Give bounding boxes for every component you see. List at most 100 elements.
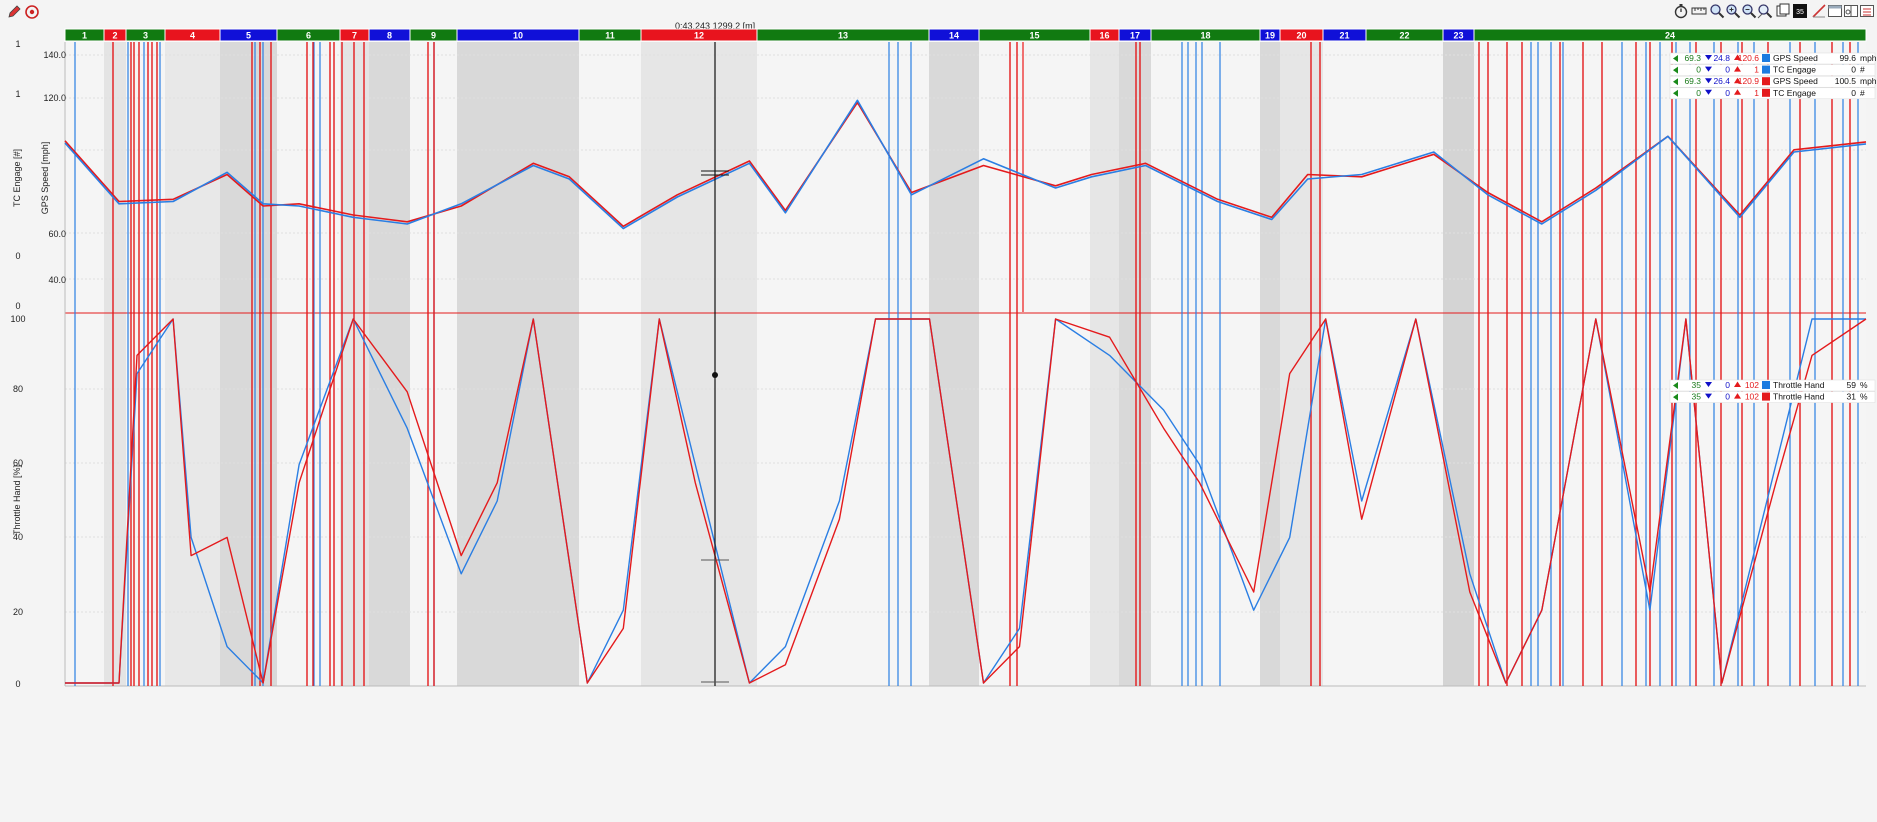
bottom-axis: Throttle Hand [%] 100 80 60 40 20 0 [10,314,25,689]
legend-avg: 0 [1725,380,1730,390]
slope-icon[interactable] [1811,3,1827,19]
corner-band [1443,42,1474,686]
section-label: 12 [694,31,704,41]
legend-unit: # [1860,88,1865,98]
max-arrow-icon [1734,77,1741,84]
target-icon[interactable] [24,4,40,20]
section-label: 6 [306,31,311,41]
legend-unit: # [1860,65,1865,75]
window-restore-icon[interactable] [1827,3,1843,19]
throttle-tick: 40 [13,532,23,542]
corner-band [929,42,979,686]
section-label: 4 [190,31,195,41]
section-label: 16 [1099,31,1109,41]
max-arrow-icon [1734,89,1741,95]
legend-row [1669,87,1876,100]
section-bar: 1 2 3 4 5 6 7 8 9 10 11 12 13 14 15 16 17 18 19 20 21 22 23 24 [64,28,1867,42]
section-label: 14 [949,31,959,41]
corner-band [220,42,277,686]
legend-row [1669,379,1876,392]
copy-icon[interactable] [1775,3,1791,19]
gps-speed-tick: 40.0 [48,275,66,285]
stopwatch-icon[interactable] [1673,3,1689,19]
zoom-reset-icon[interactable] [1757,3,1773,19]
throttle-tick: 20 [13,607,23,617]
section-label: 23 [1453,31,1463,41]
legend-min: 35 [1692,392,1702,402]
top-legend: 69.3 24.8 120.6 GPS Speed 99.6 mph 0 0 1 TC Engag… [1669,52,1877,100]
section-label: 10 [513,31,523,41]
throttle-axis-label: Throttle Hand [%] [12,465,22,535]
section-label: 5 [246,31,251,41]
section-label: 2 [112,31,117,41]
corner-band [104,42,126,686]
corner-band [165,42,220,686]
legend-max: 120.6 [1738,53,1760,63]
min-arrow-icon [1673,78,1678,86]
top-left-axis: TC Engage [#] 1 1 0 0 [12,39,22,311]
legend-avg: 26.4 [1713,76,1730,86]
legend-avg: 24.8 [1713,53,1730,63]
section-label: 13 [838,31,848,41]
data-icon[interactable]: 35 [1792,3,1808,19]
legend-max: 1 [1754,88,1759,98]
throttle-tick: 60 [13,458,23,468]
throttle-tick: 0 [15,679,20,689]
gps-speed-tick: 60.0 [48,229,66,239]
section-label: 21 [1339,31,1349,41]
legend-min: 35 [1692,380,1702,390]
section-label: 17 [1130,31,1140,41]
legend-value: 59 [1847,380,1857,390]
min-arrow-icon [1673,382,1678,389]
max-arrow-icon [1734,381,1741,387]
max-arrow-icon [1734,66,1741,72]
avg-arrow-icon [1705,393,1712,399]
cursor-knob [712,372,718,378]
plot-background [65,42,1866,686]
cursor [701,42,729,686]
tc-engage-axis-label: TC Engage [#] [12,149,22,207]
cursor-time: 0:43.243 [675,21,711,31]
gridlines [65,54,1866,613]
min-arrow-icon [1673,393,1678,401]
legend-unit: mph [1860,76,1877,86]
legend-swatch [1762,381,1770,389]
legend-swatch [1762,392,1770,401]
legend-swatch [1762,65,1770,74]
legend-value: 99.6 [1839,53,1856,63]
throttle-tick: 80 [13,384,23,394]
ruler-icon[interactable] [1691,3,1707,19]
gps-speed-line-blue [64,99,1867,230]
section-label: 20 [1296,31,1306,41]
zoom-out-icon[interactable] [1741,3,1757,19]
bottom-legend: 35 0 102 Throttle Hand 59 % 35 0 102 Throttle Han… [1669,379,1876,403]
legend-avg: 0 [1725,65,1730,75]
legend-name: Throttle Hand [1773,392,1825,402]
legend-name: GPS Speed [1773,76,1818,86]
zoom-in-icon[interactable] [1725,3,1741,19]
legend-max: 102 [1745,380,1759,390]
window-menu-icon[interactable] [1859,3,1875,19]
section-label: 11 [605,31,615,41]
corner-band [1119,42,1151,686]
legend-row [1669,52,1876,65]
window-split-icon[interactable] [1843,3,1859,19]
min-arrow-icon [1673,89,1678,97]
legend-min: 69.3 [1684,76,1701,86]
avg-arrow-icon [1705,78,1712,84]
section-label: 3 [143,31,148,41]
throttle-tick: 100 [10,314,25,324]
legend-unit: % [1860,392,1868,402]
legend-max: 102 [1745,392,1759,402]
min-arrow-icon [1673,66,1678,74]
zoom-fit-icon[interactable] [1709,3,1725,19]
legend-row [1669,391,1876,403]
corner-band [641,42,757,686]
legend-min: 0 [1696,88,1701,98]
pencil-icon[interactable] [6,4,22,20]
corner-band [1090,42,1119,686]
corner-band [1260,42,1280,686]
legend-value: 100.5 [1835,76,1857,86]
section-label: 7 [352,31,357,41]
